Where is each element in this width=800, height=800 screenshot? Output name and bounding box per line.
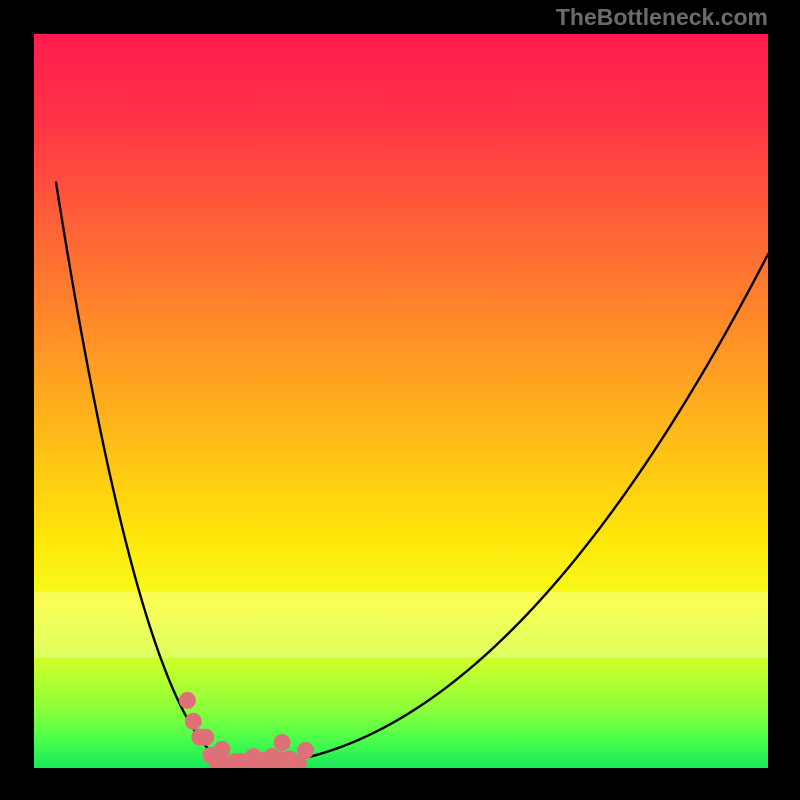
watermark-text: TheBottleneck.com bbox=[556, 4, 768, 31]
data-point bbox=[213, 741, 230, 758]
data-point bbox=[274, 734, 291, 751]
data-point bbox=[185, 713, 202, 730]
data-point bbox=[197, 729, 214, 746]
pale-band bbox=[34, 592, 768, 658]
plot-svg bbox=[34, 34, 768, 768]
data-point bbox=[297, 742, 314, 759]
plot-area bbox=[34, 34, 768, 768]
data-point bbox=[179, 692, 196, 709]
chart-container: TheBottleneck.com bbox=[0, 0, 800, 800]
